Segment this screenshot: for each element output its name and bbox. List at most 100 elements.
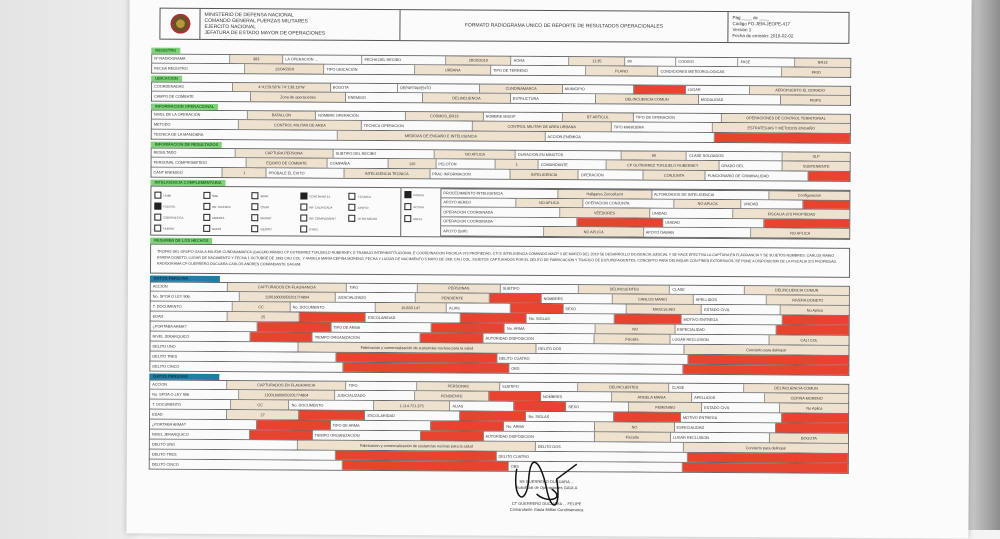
field-label: LA OPERACIÓN ...	[283, 55, 363, 64]
form-sections: REGISTRO Nº RADIOGRAMA 383 LA OPERACIÓN ...…	[150, 47, 852, 182]
field-value: BT ARTICUL	[562, 113, 634, 122]
field-value	[430, 421, 505, 431]
field-label: SEXO	[566, 402, 630, 412]
organization: MINISTERIO DE DEFENSA NACIONAL COMANDO G…	[200, 8, 401, 41]
checkbox[interactable]: ABIERTA	[202, 212, 252, 223]
field-value: CAPTURA PERSONA	[235, 149, 334, 158]
field-label: NOMBRES	[540, 391, 613, 402]
field-label: NIVEL DE LA OPERACIÓN	[151, 110, 248, 120]
checkbox[interactable]: CONTRAINTEL	[300, 190, 349, 201]
checkbox[interactable]: INF TECNICA	[202, 201, 252, 212]
checkbox-grid: HUMI SIGI IMINT CONTRAINTEL TECNICA FUENTE INF…	[151, 186, 402, 237]
checkbox-box-icon	[300, 214, 308, 222]
field-value	[431, 323, 506, 333]
field-value	[257, 420, 331, 430]
field-value: NO APLICA	[674, 199, 742, 209]
field-value: Concierto para delinquir	[683, 442, 848, 453]
field-value: CEPINA MORENO	[765, 393, 849, 403]
field-label: APELLIDOS	[693, 294, 767, 305]
checkbox[interactable]: SIGI	[202, 190, 252, 201]
checkbox[interactable]: MASINT	[251, 212, 300, 223]
checkbox[interactable]: CIBERNETICA	[154, 212, 203, 223]
section-label: INFORMACION OPERACIONAL	[150, 103, 219, 110]
checkbox-box-icon	[154, 224, 162, 232]
field-label: OBS	[509, 363, 684, 374]
checkbox-label: ACTIVA	[413, 204, 424, 209]
field-label: EDAD	[150, 311, 229, 322]
field-value	[459, 411, 527, 421]
field-value: 110016000050201774804	[238, 390, 335, 400]
checkbox[interactable]: OTRO MEDIO	[348, 213, 398, 224]
field-label: TIPO MANIOBRA	[611, 122, 713, 132]
checkbox[interactable]: OTRO	[299, 223, 349, 234]
field-label: ACCION	[150, 380, 227, 390]
field-label: T. DOCUMENTO	[150, 301, 233, 312]
field-label: HORA	[511, 56, 570, 66]
field-value	[683, 364, 849, 375]
checkbox[interactable]: INF COMPLEMENT	[300, 212, 349, 223]
section-label: INTELIGENCIA COMPLEMENTARIA	[150, 179, 226, 187]
field-value: BOGOTA	[769, 433, 848, 443]
checkbox-label: CIBERNETICA	[163, 215, 184, 220]
field-label: PROCEDIMIENTO INTELIGENCIA	[441, 189, 559, 198]
field-value: CC	[231, 400, 290, 410]
section-label: DATOS PERSONA	[149, 373, 220, 380]
field-label: MOTIVO ENTREGA	[680, 412, 783, 423]
issue-date: Fecha de emisión: 2018-02-02	[732, 33, 794, 39]
field-value: VEEDORES	[559, 208, 651, 218]
field-value: CAPTURADOS EN FLAGRANCIA	[226, 381, 347, 390]
checkbox[interactable]: INF CALIFICADA	[300, 201, 349, 212]
checkbox[interactable]: IMINT	[251, 190, 301, 201]
field-label: No. ARMA	[504, 421, 596, 432]
field-label: TIPO DE TERRENO	[491, 65, 586, 76]
checkbox[interactable]: ACTIVA	[404, 203, 437, 211]
checkbox[interactable]: HUMINT	[154, 223, 203, 234]
field-value: EQUIPO DE COMBATE	[246, 158, 328, 168]
logo	[160, 8, 201, 39]
field-value	[614, 314, 682, 324]
field-label: DELITO DOS	[535, 441, 684, 452]
field-value	[420, 431, 484, 441]
field-value: 1	[222, 168, 267, 178]
checkbox-label: INF CALIFICADA	[309, 205, 333, 210]
checkbox[interactable]: PASIVA	[404, 191, 437, 199]
field-label: FUNCIONARIO DE CRIMINALIDAD	[705, 170, 809, 181]
checkbox[interactable]: HUMI	[154, 190, 203, 201]
field-value: DELINCUENCIA COMUN	[744, 286, 849, 295]
checkbox[interactable]: OSINT	[251, 201, 301, 212]
field-label: JUDICIALIZADO	[334, 390, 416, 401]
field-label: DELITO UNO	[149, 439, 299, 450]
checkbox[interactable]: TECNICA	[348, 191, 398, 202]
field-value: Fabricación y comercialización de sustan…	[297, 440, 536, 451]
field-label: PROBALE EL EXITO	[266, 168, 345, 178]
checkbox[interactable]: FUENTE	[154, 201, 203, 212]
field-label: CLASE SOLDADOS	[687, 151, 783, 161]
field-label: 99	[625, 57, 677, 66]
document-page: MINISTERIO DE DEFENSA NACIONAL COMANDO G…	[126, 0, 972, 539]
form-section: INFORMACION DE RESULTADOS RESULTADO CAPTUR…	[150, 141, 851, 182]
field-value: PERSONAS	[417, 284, 501, 293]
checkbox[interactable]: GUIAS	[202, 223, 252, 234]
form-section: UBICACION COORDENADAS 4°41'29.58"N 74°1'38…	[150, 75, 852, 106]
checkbox[interactable]: APOYO	[348, 202, 398, 213]
field-value: PENDIENTE	[415, 391, 490, 401]
field-label: ESTADO CIVIL	[702, 402, 781, 413]
checkbox-label: MASINT	[260, 215, 272, 220]
field-label: ESCOLARIDAD	[365, 410, 460, 421]
section-label: UBICACION	[151, 75, 182, 82]
field-value: PENDIENTE	[415, 293, 490, 303]
field-value	[257, 322, 332, 332]
field-label: DELITO TRES	[150, 351, 337, 362]
field-value	[342, 460, 509, 471]
field-value	[714, 133, 850, 143]
checkbox-label: HUMINT	[163, 226, 175, 231]
checkbox-label: GUIAS	[211, 226, 222, 231]
field-value	[343, 362, 510, 373]
field-value	[298, 410, 366, 420]
checkbox[interactable]: GEOINT	[251, 223, 300, 234]
field-label: COORDENADAS	[152, 82, 234, 92]
field-value: CALI COL	[769, 335, 849, 345]
field-value: 28/10/2019	[445, 56, 512, 65]
field-value: Hallgareo Zonosfuent	[558, 190, 653, 199]
checkbox[interactable]: MIXTA	[404, 215, 437, 223]
